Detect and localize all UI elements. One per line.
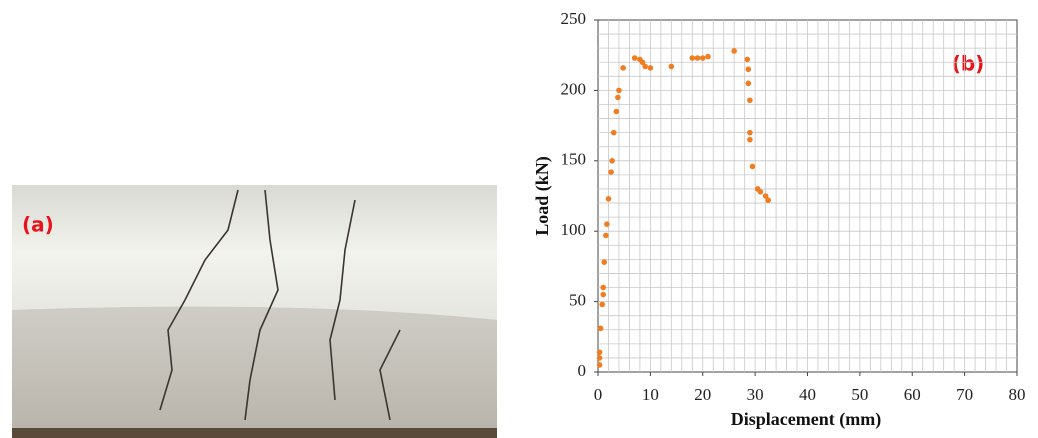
point (744, 57, 750, 63)
point (747, 97, 753, 103)
panel-label: (a) (22, 213, 54, 237)
x-tick-label: 40 (799, 385, 816, 404)
y-tick-label: 200 (561, 79, 587, 98)
point (604, 221, 610, 227)
x-tick-label: 20 (694, 385, 711, 404)
point (609, 158, 615, 164)
point (611, 130, 617, 136)
point (746, 66, 752, 72)
photo (12, 185, 497, 438)
point (599, 302, 605, 308)
y-tick-label: 50 (569, 291, 586, 310)
point (603, 233, 609, 239)
point (615, 95, 621, 101)
y-tick-label: 150 (561, 150, 587, 169)
point (642, 64, 648, 70)
point (597, 349, 603, 355)
point (758, 189, 764, 195)
point (608, 169, 614, 175)
point (597, 362, 603, 368)
point (746, 81, 752, 87)
point (750, 164, 756, 170)
point (598, 326, 604, 332)
point (695, 55, 701, 61)
point (669, 64, 675, 70)
point (747, 137, 753, 143)
point (601, 259, 607, 265)
x-tick-label: 50 (851, 385, 868, 404)
y-axis-title: Load (kN) (532, 156, 553, 236)
point (689, 55, 695, 61)
x-tick-label: 60 (904, 385, 921, 404)
point (597, 355, 603, 361)
x-tick-label: 10 (642, 385, 659, 404)
point (747, 130, 753, 136)
point (731, 48, 737, 54)
point (765, 197, 771, 203)
point (705, 54, 711, 60)
y-tick-label: 250 (561, 9, 587, 28)
x-tick-label: 80 (1009, 385, 1026, 404)
x-axis-title: Displacement (mm) (731, 409, 881, 430)
point (620, 65, 626, 71)
point (648, 65, 654, 71)
point (600, 292, 606, 298)
y-tick-label: 100 (561, 220, 587, 239)
figure: (a) (b) Displacement (mm) Load (kN) 0 10 2… (0, 0, 1038, 438)
panel-label: (b) (952, 52, 985, 76)
x-tick-label: 30 (747, 385, 764, 404)
point (614, 109, 620, 115)
x-tick-label: 0 (594, 385, 603, 404)
point (600, 285, 606, 291)
point (632, 55, 638, 61)
point (606, 196, 612, 202)
x-tick-label: 70 (956, 385, 973, 404)
point (616, 88, 622, 94)
point (700, 55, 706, 61)
y-tick-label: 0 (578, 361, 587, 380)
